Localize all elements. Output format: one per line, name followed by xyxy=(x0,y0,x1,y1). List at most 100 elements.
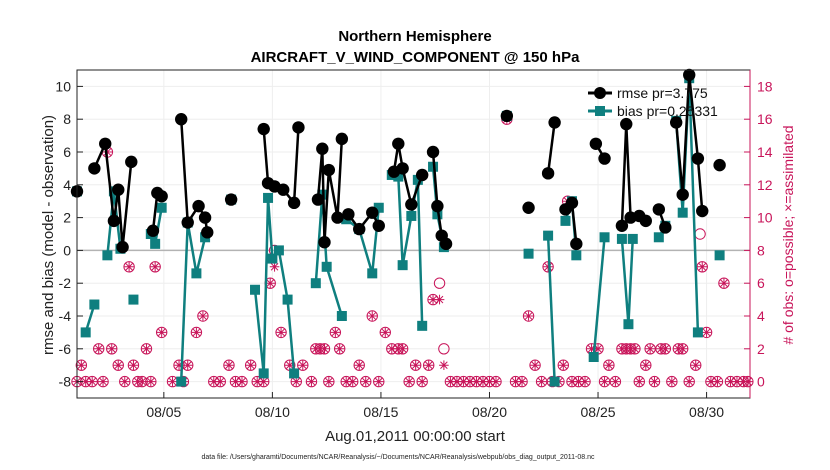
obs-assimilated-point xyxy=(224,360,234,370)
rmse-point xyxy=(500,109,514,123)
obs-assimilated-point xyxy=(334,344,345,354)
rmse-point xyxy=(198,211,212,224)
bias-point xyxy=(128,294,139,305)
obs-possible-point xyxy=(149,261,161,273)
chart-subtitle: AIRCRAFT_V_WIND_COMPONENT @ 150 hPa xyxy=(251,49,581,66)
obs-possible-point xyxy=(244,359,257,371)
obs-assimilated-point xyxy=(645,344,655,354)
rmse-point xyxy=(683,68,696,82)
x-axis: 08/05 08/10 08/15 08/20 08/25 08/30 xyxy=(146,392,724,420)
obs-assimilated-point xyxy=(354,360,365,370)
x-tick-label: 08/10 xyxy=(255,404,290,420)
legend: rmse pr=3.775 bias pr=0.25331 xyxy=(588,85,718,119)
obs-assimilated-point xyxy=(517,376,527,387)
bias-point xyxy=(653,232,664,243)
bias-point xyxy=(412,174,423,185)
obs-assimilated-point xyxy=(360,376,371,387)
rmse-point xyxy=(639,214,652,228)
obs-assimilated-point xyxy=(106,344,117,354)
rmse-point xyxy=(342,208,355,221)
obs-assimilated-point xyxy=(128,360,139,370)
obs-assimilated-point xyxy=(380,327,391,338)
y2-axis-label: # of obs: o=possible; ×=assimilated xyxy=(780,125,796,344)
obs-possible-point xyxy=(403,375,415,388)
bias-point xyxy=(623,319,634,330)
rmse-point xyxy=(598,152,611,165)
rmse-point xyxy=(99,137,112,150)
y2-tick-label: 0 xyxy=(757,374,765,390)
y2-tick-label: 10 xyxy=(757,210,773,226)
obs-assimilated-point xyxy=(471,376,482,387)
y-tick-label: -2 xyxy=(59,275,72,291)
obs-assimilated-point xyxy=(604,360,614,370)
obs-possible-point xyxy=(197,310,209,322)
obs-assimilated-point xyxy=(667,376,677,387)
chart-title: Northern Hemisphere xyxy=(338,28,491,45)
obs-possible-point xyxy=(360,375,372,388)
rmse-point xyxy=(331,211,344,224)
rmse-point xyxy=(322,163,336,177)
bias-point xyxy=(560,215,571,226)
obs-assimilated-point xyxy=(182,360,193,370)
obs-assimilated-point xyxy=(586,344,597,354)
obs-possible-point xyxy=(522,310,535,322)
obs-assimilated-point xyxy=(198,311,208,321)
bias-point xyxy=(714,250,725,261)
obs-assimilated-point xyxy=(719,278,729,288)
obs-assimilated-point xyxy=(113,360,124,370)
rmse-point xyxy=(713,158,726,172)
obs-assimilated-point xyxy=(649,376,660,387)
rmse-point xyxy=(392,137,405,150)
rmse-point xyxy=(175,113,188,126)
obs-assimilated-point xyxy=(156,327,167,338)
obs-possible-point xyxy=(106,343,118,355)
footnote: data file: /Users/gharamti/Documents/NCA… xyxy=(201,454,595,461)
obs-possible-point xyxy=(718,277,730,289)
bias-point xyxy=(156,202,167,213)
rmse-point xyxy=(366,206,379,219)
rmse-point xyxy=(589,137,603,150)
obs-assimilated-point xyxy=(439,360,449,370)
obs-possible-point xyxy=(648,375,661,388)
bias-point xyxy=(692,327,703,338)
rmse-point xyxy=(620,117,633,131)
bias-point xyxy=(627,233,638,244)
rmse-point xyxy=(439,237,453,251)
obs-assimilated-point xyxy=(677,344,688,354)
y-tick-label: 10 xyxy=(55,78,71,94)
obs-assimilated-point xyxy=(252,376,262,387)
obs-assimilated-point xyxy=(593,344,603,354)
obs-assimilated-point xyxy=(291,376,302,387)
obs-assimilated-point xyxy=(630,344,640,354)
obs-assimilated-point xyxy=(523,311,534,321)
obs-assimilated-point xyxy=(484,376,495,387)
bias-point xyxy=(543,230,554,241)
y-tick-label: 8 xyxy=(63,111,71,127)
x-tick-label: 08/05 xyxy=(146,404,181,420)
legend-bias-marker xyxy=(595,106,605,116)
obs-assimilated-point xyxy=(423,360,434,370)
obs-assimilated-point xyxy=(706,376,716,387)
bias-point xyxy=(571,250,582,261)
rmse-point xyxy=(522,201,535,214)
obs-assimilated-point xyxy=(684,376,695,387)
rmse-point xyxy=(224,193,238,206)
obs-possible-point xyxy=(93,343,105,355)
obs-possible-point xyxy=(433,277,446,289)
obs-assimilated-point xyxy=(167,376,178,387)
obs-assimilated-point xyxy=(397,344,408,354)
rmse-point xyxy=(107,214,121,228)
obs-possible-point xyxy=(140,343,153,355)
bias-point xyxy=(80,327,91,338)
obs-assimilated-point xyxy=(373,376,384,387)
obs-assimilated-point xyxy=(146,376,156,387)
bias-point xyxy=(599,232,610,243)
obs-possible-point xyxy=(190,326,203,339)
obs-assimilated-point xyxy=(208,376,219,387)
rmse-point xyxy=(570,237,583,251)
rmse-point xyxy=(652,203,666,216)
rmse-point xyxy=(415,168,429,182)
y-tick-label: 2 xyxy=(63,210,71,226)
bias-point xyxy=(258,368,269,379)
